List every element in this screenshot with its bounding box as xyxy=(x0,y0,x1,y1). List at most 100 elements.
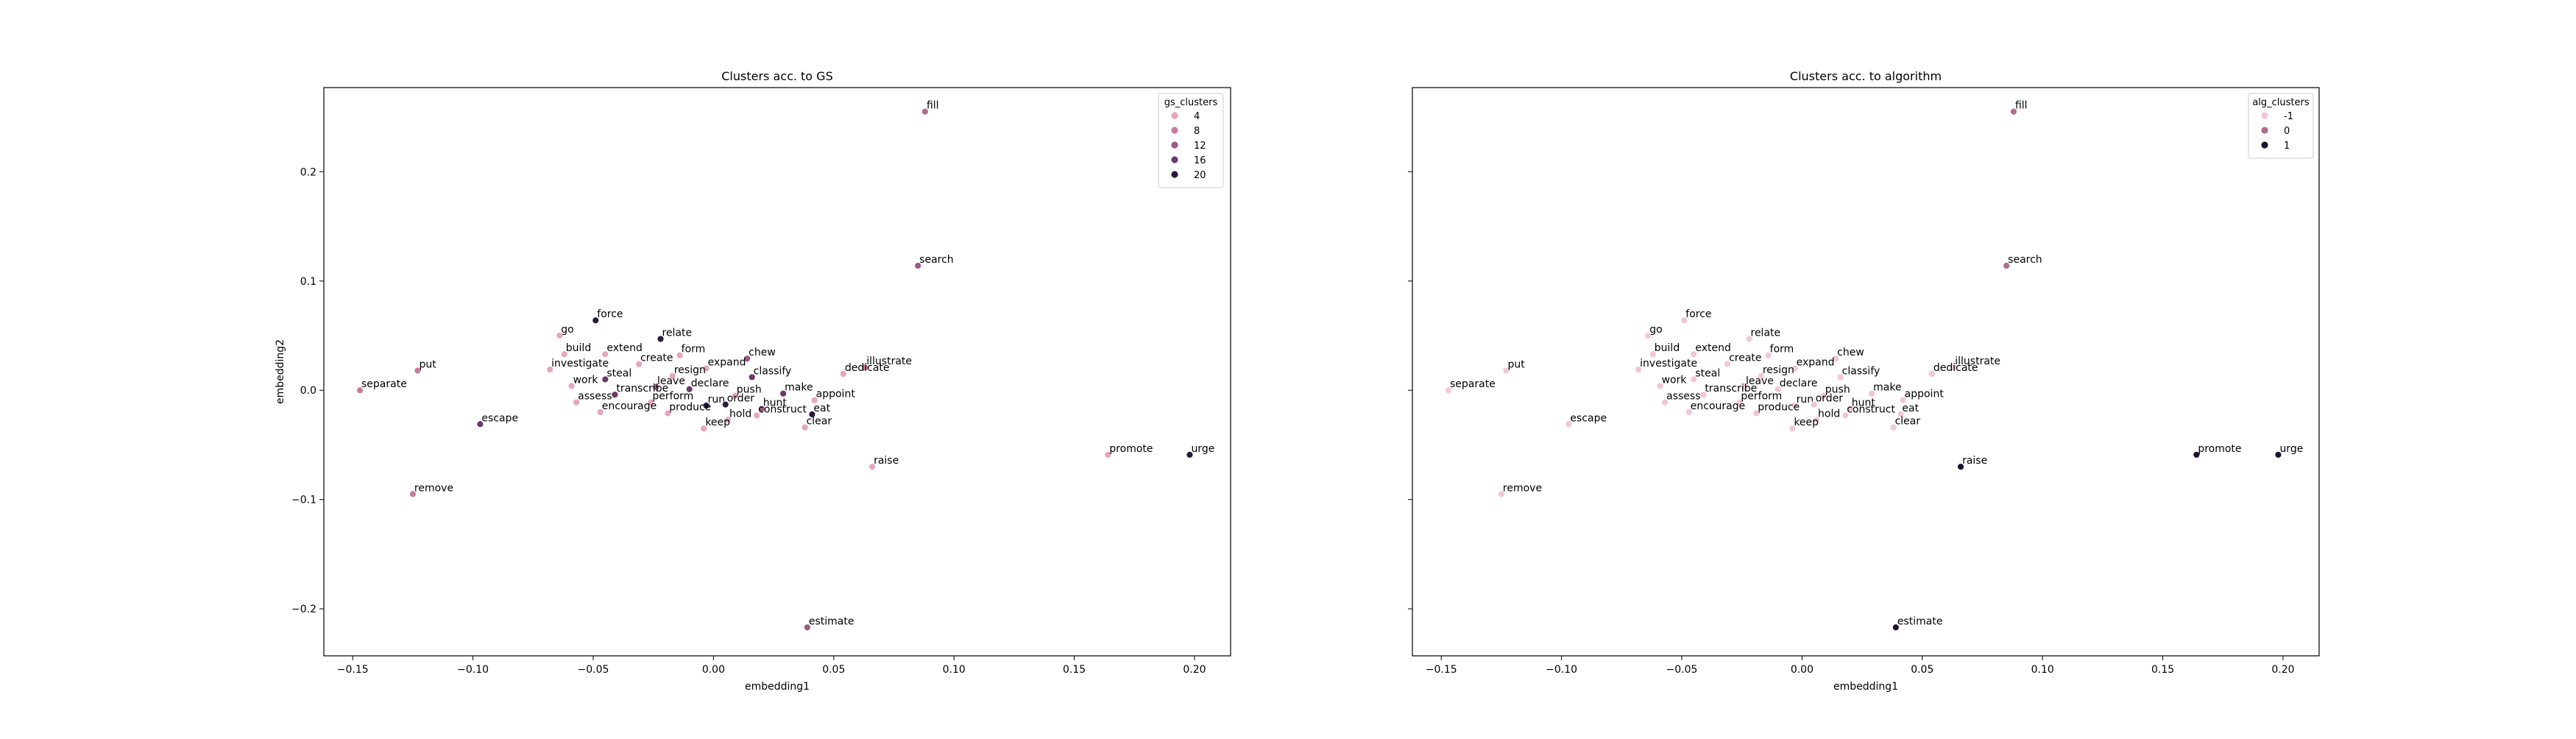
data-point xyxy=(2003,262,2011,269)
data-point xyxy=(592,317,600,325)
data-point xyxy=(1680,317,1688,325)
legend-marker xyxy=(1170,111,1179,120)
data-point xyxy=(1846,405,1854,413)
point-label: remove xyxy=(414,482,453,494)
point-label: encourage xyxy=(1691,400,1745,412)
data-point xyxy=(757,405,765,413)
data-point xyxy=(801,423,809,431)
point-label: leave xyxy=(657,375,685,387)
data-point xyxy=(1699,391,1708,399)
point-label: hunt xyxy=(1852,397,1876,409)
legend-entry-label: -1 xyxy=(2284,111,2293,122)
data-point xyxy=(556,332,564,339)
point-label: run xyxy=(708,394,726,406)
data-point xyxy=(1810,400,1818,409)
data-point xyxy=(1445,386,1452,395)
plot-frame xyxy=(323,87,1231,657)
data-point xyxy=(1764,351,1772,359)
x-tick-label: −0.10 xyxy=(457,664,489,676)
legend-marker xyxy=(2260,126,2269,135)
point-label: promote xyxy=(2198,443,2241,455)
point-label: encourage xyxy=(602,400,657,412)
legend-title: gs_clusters xyxy=(1164,97,1218,108)
data-point xyxy=(668,372,676,380)
x-tick-label: 0.15 xyxy=(2151,664,2174,676)
data-point xyxy=(560,350,568,358)
data-point xyxy=(1832,355,1840,363)
legend-entry-label: 12 xyxy=(1194,141,1206,152)
point-label: steal xyxy=(606,367,631,379)
x-axis-label: embedding1 xyxy=(1833,681,1898,693)
point-label: assess xyxy=(578,391,612,403)
point-label: relate xyxy=(1751,327,1781,339)
data-point xyxy=(664,409,672,417)
point-label: work xyxy=(1662,374,1688,386)
point-label: separate xyxy=(1450,378,1496,390)
data-point xyxy=(1661,398,1669,406)
data-point xyxy=(861,364,869,371)
point-label: resign xyxy=(1763,364,1794,376)
point-label: appoint xyxy=(816,389,856,400)
point-label: extend xyxy=(606,342,643,354)
chart-title: Clusters acc. to algorithm xyxy=(1790,69,1942,83)
data-point xyxy=(1757,372,1765,380)
point-label: steal xyxy=(1695,367,1720,379)
data-point xyxy=(1690,350,1698,358)
point-label: urge xyxy=(2279,443,2303,455)
data-point xyxy=(1899,396,1907,404)
legend: alg_clusters -1 0 1 xyxy=(2248,93,2314,159)
data-point xyxy=(2274,450,2282,459)
data-point xyxy=(657,335,665,343)
legend: gs_clusters 4 8 12 16 20 xyxy=(1158,93,1224,188)
point-label: declare xyxy=(1780,378,1818,389)
data-point xyxy=(1813,416,1820,424)
data-point xyxy=(1957,463,1964,471)
y-tick-label: 0.0 xyxy=(300,385,316,397)
point-label: order xyxy=(727,393,755,405)
point-label: escape xyxy=(1570,412,1607,424)
point-label: make xyxy=(785,382,813,394)
point-label: hold xyxy=(1818,408,1840,420)
data-point xyxy=(356,386,364,395)
point-label: put xyxy=(419,359,436,371)
point-label: form xyxy=(1770,344,1794,356)
point-label: relate xyxy=(662,327,693,339)
point-label: fill xyxy=(2015,100,2028,112)
x-tick-label: 0.00 xyxy=(702,664,725,676)
data-point xyxy=(573,398,581,406)
point-label: promote xyxy=(1109,443,1153,455)
data-point xyxy=(1897,411,1905,418)
point-label: keep xyxy=(1794,417,1819,428)
data-point xyxy=(810,396,818,404)
legend-entry-label: 4 xyxy=(1194,111,1200,122)
legend-entry-label: 8 xyxy=(1194,126,1200,137)
point-label: declare xyxy=(691,378,729,389)
data-point xyxy=(724,416,732,424)
data-point xyxy=(1791,402,1799,409)
data-point xyxy=(868,463,876,471)
point-label: leave xyxy=(1746,375,1774,387)
point-label: raise xyxy=(1962,455,1987,467)
point-label: search xyxy=(919,254,954,266)
data-point xyxy=(803,623,811,632)
data-point xyxy=(1735,398,1744,406)
point-label: construct xyxy=(758,403,807,415)
data-point xyxy=(1928,370,1936,378)
point-label: hold xyxy=(729,408,751,420)
data-point xyxy=(476,420,484,428)
data-point xyxy=(685,385,693,393)
point-label: produce xyxy=(669,401,711,413)
legend-entry-label: 1 xyxy=(2284,141,2290,152)
point-label: build xyxy=(566,342,591,354)
data-point xyxy=(779,389,788,397)
point-label: classify xyxy=(754,365,792,377)
data-point xyxy=(1819,392,1827,400)
data-point xyxy=(702,364,710,372)
point-label: investigate xyxy=(551,358,609,370)
x-tick-label: 0.10 xyxy=(943,664,966,676)
point-label: search xyxy=(2008,254,2042,266)
data-point xyxy=(1892,623,1900,632)
point-label: chew xyxy=(749,347,776,358)
